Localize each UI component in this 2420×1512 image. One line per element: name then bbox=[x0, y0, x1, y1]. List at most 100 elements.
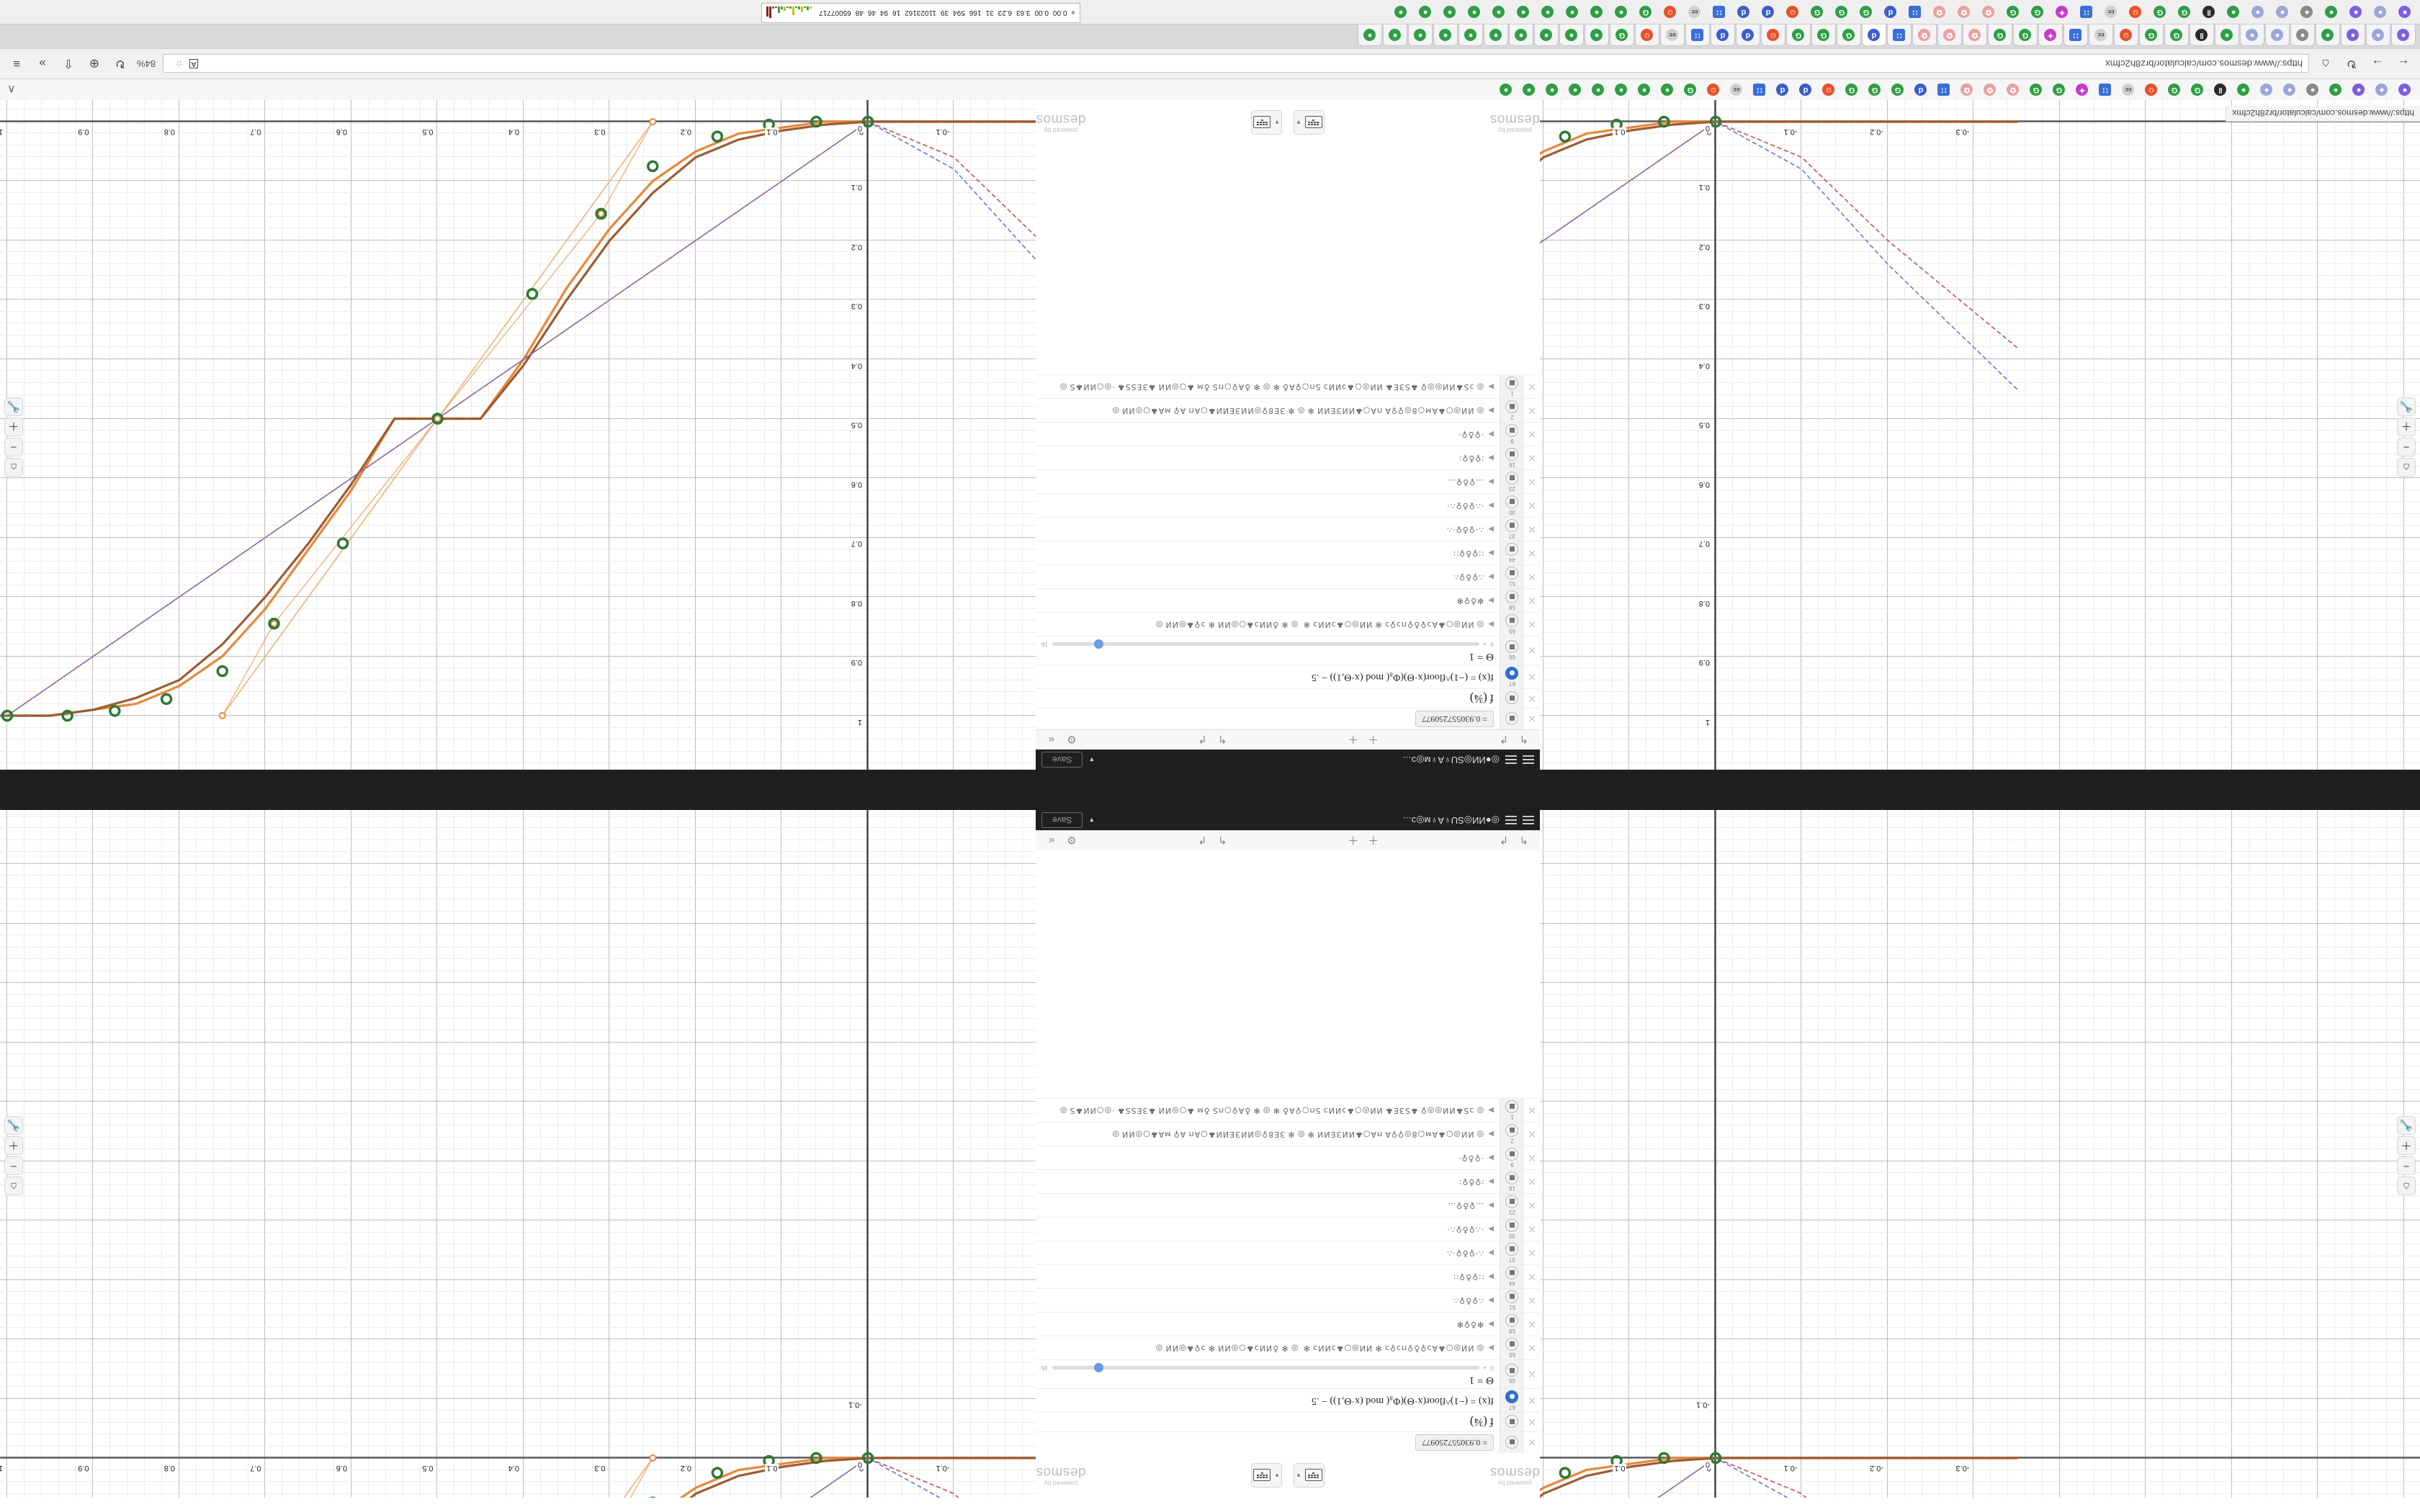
taskbar-item[interactable]: G bbox=[2002, 4, 2024, 21]
browser-tab[interactable]: ✿ bbox=[1912, 24, 1937, 46]
expression-row[interactable]: ✕ = 0.930557250977 bbox=[1036, 1431, 1540, 1453]
wrench-icon[interactable]: 🔧 bbox=[2397, 1116, 2416, 1135]
taskbar-item[interactable]: G bbox=[2027, 4, 2048, 21]
bookmark-item[interactable]: ● bbox=[1587, 81, 1609, 99]
browser-tab[interactable]: ✿ bbox=[1963, 24, 1987, 46]
slider-knob[interactable] bbox=[1094, 639, 1104, 649]
browser-tab[interactable]: ● bbox=[1383, 24, 1407, 46]
browser-tab[interactable]: ● bbox=[1408, 24, 1433, 46]
color-bubble-icon[interactable] bbox=[1505, 1338, 1519, 1351]
taskbar-item[interactable]: ✿ bbox=[1953, 4, 1975, 21]
color-bubble-icon[interactable] bbox=[1505, 567, 1519, 580]
browser-tab[interactable]: ● bbox=[2240, 24, 2264, 46]
zoom-out-icon[interactable]: − bbox=[4, 438, 23, 456]
browser-tab[interactable]: ● bbox=[2265, 24, 2290, 46]
browser-tab[interactable]: G bbox=[2164, 24, 2189, 46]
caret-down-icon[interactable]: ▼ bbox=[1274, 119, 1280, 126]
taskbar-item[interactable]: G bbox=[2149, 4, 2171, 21]
bookmark-item[interactable]: ● bbox=[2348, 81, 2370, 99]
bookmark-item[interactable]: d bbox=[1795, 81, 1816, 99]
color-bubble-icon[interactable] bbox=[1505, 495, 1519, 508]
color-bubble-icon[interactable] bbox=[1505, 1219, 1519, 1232]
taskbar-item[interactable]: ● bbox=[1390, 4, 1412, 21]
expand-triangle-icon[interactable]: ▶ bbox=[1488, 1272, 1494, 1281]
expression-text[interactable]: ◎ ИИ◎○♣Аɔ♀♁♀пɔ♀ɔ ✻ ИИ◎○♣ɔИИɔ ✻ ◎ ✻ ♁ИИɔ♣… bbox=[1155, 620, 1484, 630]
zoom-in-icon[interactable]: ＋ bbox=[4, 1136, 23, 1156]
bookmark-item[interactable]: ● bbox=[1610, 81, 1632, 99]
browser-tab[interactable]: ● bbox=[2316, 24, 2340, 46]
home-globe-icon[interactable]: ⌂ bbox=[2321, 57, 2330, 71]
color-bubble-icon[interactable] bbox=[1505, 712, 1519, 725]
expression-index[interactable]: 1 bbox=[1500, 1099, 1524, 1122]
expression-index[interactable]: 44 bbox=[1500, 1265, 1524, 1288]
expression-index[interactable]: 51 bbox=[1500, 1289, 1524, 1312]
expression-text[interactable]: ◎ ɔS♣ИИ◎◎♀ ♣SЗЕ♣ ИИ◎○♣ɔИИɔ Sп○♀А♁ ✻ ◎ ✻ … bbox=[1059, 382, 1484, 392]
taskbar-item[interactable]: G bbox=[1855, 4, 1877, 21]
redo-icon[interactable]: ↱ bbox=[1499, 834, 1509, 847]
list-icon[interactable] bbox=[1505, 816, 1517, 824]
taskbar-item[interactable]: ∷ bbox=[1904, 4, 1926, 21]
expression-row[interactable]: ✕ 58 ▶ ✻♁♀✻ bbox=[1036, 1312, 1540, 1336]
expand-triangle-icon[interactable]: ▶ bbox=[1488, 1248, 1494, 1257]
reload-icon[interactable]: ↻ bbox=[2346, 57, 2357, 71]
delete-expression-icon[interactable]: ✕ bbox=[1527, 1294, 1537, 1306]
expand-triangle-icon[interactable]: ▶ bbox=[1488, 501, 1494, 510]
bookmark-item[interactable]: G bbox=[2048, 81, 2070, 99]
translate-icon[interactable]: A bbox=[189, 59, 199, 68]
browser-tab[interactable]: ☺ bbox=[2114, 24, 2138, 46]
delete-expression-icon[interactable]: ✕ bbox=[1527, 618, 1537, 630]
delete-expression-icon[interactable]: ✕ bbox=[1527, 1270, 1537, 1282]
zoom-in-icon[interactable]: ＋ bbox=[2397, 418, 2416, 436]
expression-row[interactable]: ✕ 30 ▶ ·∴♀♁♀∴· bbox=[1036, 493, 1540, 517]
caret-down-icon[interactable]: ▼ bbox=[1296, 1472, 1301, 1479]
expression-list[interactable]: ✕ = 0.930557250977 ✕ f (¾) ✕ 67 f(x) = (−1)^fl… bbox=[1036, 850, 1540, 1453]
expression-text[interactable]: ∴♀♁♀∴ bbox=[1453, 572, 1484, 582]
bookmark-item[interactable]: ● bbox=[1541, 81, 1563, 99]
taskbar-item[interactable]: d bbox=[1733, 4, 1754, 21]
color-bubble-icon[interactable] bbox=[1505, 448, 1519, 461]
parameter-equation[interactable]: Θ = 1 bbox=[1469, 651, 1494, 662]
expression-index[interactable]: 67 bbox=[1500, 1389, 1524, 1412]
browser-tab[interactable]: ☺ bbox=[1761, 24, 1785, 46]
back-arrow-icon[interactable]: ← bbox=[2397, 57, 2410, 71]
bookmark-item[interactable]: ● bbox=[1518, 81, 1540, 99]
os-taskbar[interactable]: ● ● ● ● ● ● ● ● ‖ G G ☺ cc ∷ ✦ G G ✿ ✿ ✿ ∷ d G G G ☺ d d ∷ cc ☺ G ● ● ● ● ● ●… bbox=[0, 0, 2420, 24]
expression-index[interactable]: 2 bbox=[1500, 1122, 1524, 1146]
bookmark-item[interactable]: G bbox=[1680, 81, 1701, 99]
expression-content[interactable]: f(x) = (−1)^floor(x·Θ)(Φ₈( mod (x·Θ,1)) … bbox=[1036, 665, 1500, 688]
expression-row[interactable]: ✕ 51 ▶ ∴♀♁♀∴ bbox=[1036, 1288, 1540, 1312]
graph-pane-top-right[interactable]: -0.100.10.20.30.40.50.60.70.80.91-0.10⌂−… bbox=[0, 810, 1037, 1498]
home-icon[interactable]: ⌂ bbox=[2397, 458, 2416, 477]
expression-index[interactable]: 66 bbox=[1500, 1360, 1524, 1388]
color-bubble-icon[interactable] bbox=[1505, 377, 1519, 390]
taskbar-item[interactable]: ● bbox=[1415, 4, 1436, 21]
taskbar-item[interactable]: G bbox=[1635, 4, 1657, 21]
expression-row[interactable]: ✕ = 0.930557250977 bbox=[1036, 708, 1540, 729]
address-bar[interactable]: https://www.desmos.com/calculator/brz8h2… bbox=[163, 54, 2309, 73]
taskbar-item[interactable]: ● bbox=[2321, 4, 2342, 21]
browser-tab[interactable]: ● bbox=[1585, 24, 1609, 46]
expression-row[interactable]: ✕ 44 ▶ ∷♀♁♀∷ bbox=[1036, 541, 1540, 564]
delete-expression-icon[interactable]: ✕ bbox=[1527, 1436, 1537, 1449]
delete-expression-icon[interactable]: ✕ bbox=[1527, 1341, 1537, 1354]
color-bubble-icon[interactable] bbox=[1505, 519, 1519, 532]
expression-index[interactable]: 16 bbox=[1500, 446, 1524, 469]
browser-menu-icon[interactable]: ≡ bbox=[13, 57, 20, 71]
expression-row[interactable]: ✕ 2 ▶ ◎ ИИ◎○♣Ам○8◎♀♀А пА○♣ИИЗЕИИ ✻ ◎ ✻ ЗЕ8♀… bbox=[1036, 1122, 1540, 1146]
undo-icon[interactable]: ↰ bbox=[1218, 834, 1227, 847]
expression-content[interactable]: ▶ ∷♀♁♀∷ bbox=[1036, 1265, 1500, 1288]
graph-pane-top-left[interactable]: -0.3-0.2-0.100.1-0.10⌂−＋🔧 bbox=[1540, 810, 2420, 1498]
expand-triangle-icon[interactable]: ▶ bbox=[1488, 1225, 1494, 1233]
delete-expression-icon[interactable]: ✕ bbox=[1527, 451, 1537, 464]
expression-row[interactable]: ✕ 23 ▶ …♀♁♀… bbox=[1036, 1193, 1540, 1217]
expression-content[interactable]: ▶ ·∴♀♁♀∴· bbox=[1036, 494, 1500, 517]
browser-tab[interactable]: ● bbox=[2366, 24, 2390, 46]
browser-tab[interactable]: d bbox=[1711, 24, 1735, 46]
expression-content[interactable]: ▶ ·♀♁♀· bbox=[1036, 1146, 1500, 1169]
expand-triangle-icon[interactable]: ▶ bbox=[1488, 1106, 1494, 1115]
taskbar-item[interactable]: ● bbox=[2345, 4, 2367, 21]
bookmark-item[interactable]: ‖ bbox=[2210, 81, 2231, 99]
expression-index[interactable]: 30 bbox=[1500, 1218, 1524, 1241]
expression-text[interactable]: ∶♀♁♀∶ bbox=[1458, 1177, 1484, 1187]
expression-index[interactable]: 23 bbox=[1500, 470, 1524, 493]
